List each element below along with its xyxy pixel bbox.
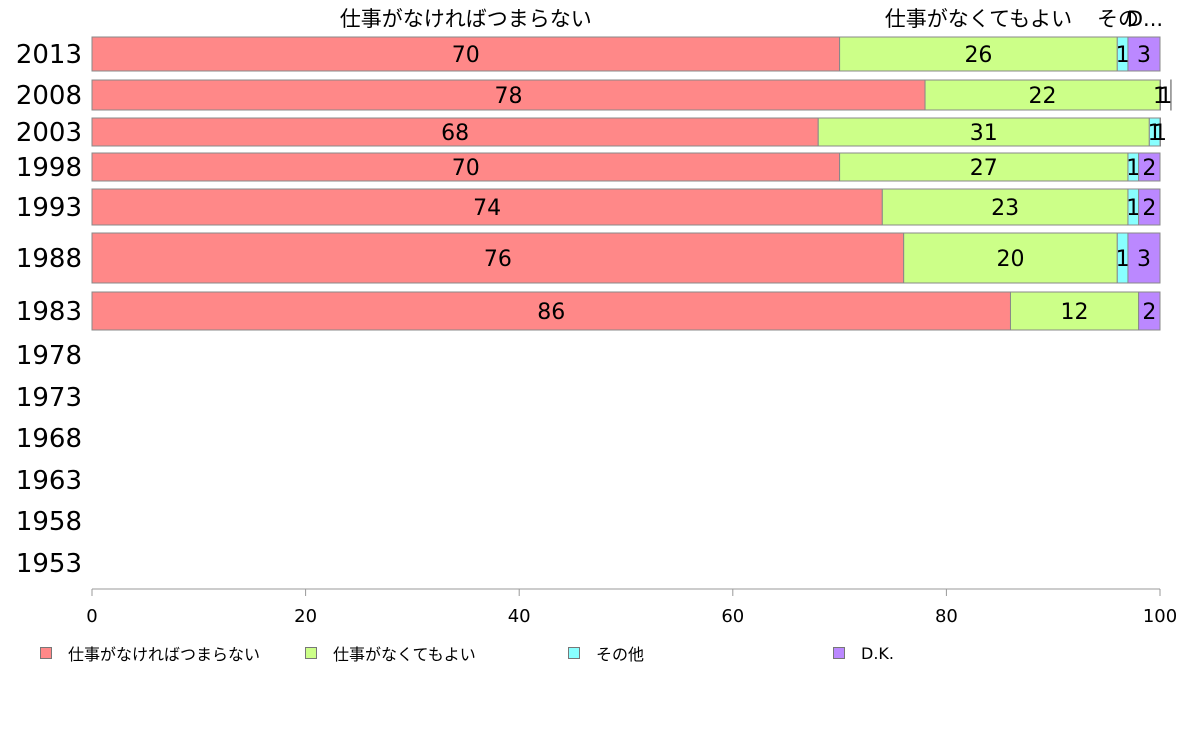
chart-svg: 2013200820031998199319881983197819731968… — [16, 7, 1177, 627]
data-label: 1 — [1116, 43, 1130, 68]
bar — [1127, 36, 1161, 72]
legend-item-2: その他 — [568, 642, 644, 664]
legend-swatch-2 — [568, 647, 580, 659]
legend-label-2: その他 — [596, 645, 645, 664]
legend-swatch-3 — [833, 647, 845, 659]
x-tick-label: 20 — [294, 606, 317, 627]
bar — [91, 36, 841, 72]
bar — [1170, 79, 1172, 111]
x-tick-label: 100 — [1143, 606, 1177, 627]
data-label: 1 — [1126, 156, 1140, 181]
data-label: 74 — [473, 196, 501, 221]
data-label: 2 — [1142, 300, 1156, 325]
data-label: 1 — [1153, 84, 1167, 109]
top-series-label: 仕事がなければつまらない — [340, 7, 592, 31]
data-label: 1 — [1116, 247, 1130, 272]
data-label: 27 — [970, 156, 998, 181]
bar — [1138, 291, 1161, 331]
data-label: 20 — [996, 247, 1024, 272]
data-label: 2 — [1142, 196, 1156, 221]
data-label: 3 — [1137, 43, 1151, 68]
bar — [924, 79, 1161, 111]
bar — [839, 36, 1118, 72]
category-label: 1998 — [16, 153, 82, 183]
category-label: 1973 — [16, 383, 82, 413]
data-label: 70 — [452, 156, 480, 181]
data-label: 1 — [1158, 84, 1172, 109]
data-label: 26 — [964, 43, 992, 68]
data-label: 1 — [1126, 196, 1140, 221]
data-label: 1 — [1148, 121, 1162, 146]
data-label: 1 — [1153, 121, 1167, 146]
legend-label-1: 仕事がなくてもよい — [333, 645, 476, 664]
x-tick-label: 40 — [508, 606, 531, 627]
legend-item-1: 仕事がなくてもよい — [305, 642, 476, 664]
legend-swatch-0 — [40, 647, 52, 659]
data-label: 31 — [970, 121, 998, 146]
category-label: 2008 — [16, 81, 82, 111]
legend-item-0: 仕事がなければつまらない — [40, 642, 260, 664]
category-label: 1978 — [16, 341, 82, 371]
bar — [91, 79, 926, 111]
category-label: 1983 — [16, 297, 82, 327]
bar — [91, 232, 905, 284]
bar — [1138, 188, 1161, 226]
bar — [91, 152, 841, 182]
data-label: 76 — [484, 247, 512, 272]
category-label: 1963 — [16, 466, 82, 496]
category-label: 1988 — [16, 244, 82, 274]
data-label: 70 — [452, 43, 480, 68]
legend: 仕事がなければつまらない 仕事がなくてもよい その他 D.K. — [0, 642, 1188, 666]
x-tick-label: 60 — [721, 606, 744, 627]
bar — [1127, 232, 1161, 284]
data-label: 22 — [1029, 84, 1057, 109]
top-series-label: 仕事がなくてもよい — [885, 7, 1072, 31]
legend-swatch-1 — [305, 647, 317, 659]
top-series-label: その — [1097, 7, 1139, 31]
bar — [1159, 117, 1161, 147]
x-tick-label: 0 — [86, 606, 97, 627]
category-label: 1958 — [16, 507, 82, 537]
bar — [881, 188, 1129, 226]
top-series-label: D... — [1127, 7, 1163, 31]
legend-label-0: 仕事がなければつまらない — [68, 645, 261, 664]
bar — [903, 232, 1118, 284]
data-label: 2 — [1142, 156, 1156, 181]
category-label: 1993 — [16, 193, 82, 223]
data-label: 86 — [537, 300, 565, 325]
bar — [1138, 152, 1161, 182]
data-label: 68 — [441, 121, 469, 146]
data-label: 78 — [495, 84, 523, 109]
bar — [839, 152, 1129, 182]
category-label: 1953 — [16, 549, 82, 579]
bar — [91, 188, 883, 226]
category-label: 2003 — [16, 118, 82, 148]
data-label: 23 — [991, 196, 1019, 221]
legend-label-3: D.K. — [861, 643, 894, 663]
x-tick-label: 80 — [935, 606, 958, 627]
category-label: 1968 — [16, 424, 82, 454]
legend-item-3: D.K. — [833, 642, 894, 664]
bar — [1009, 291, 1140, 331]
data-label: 3 — [1137, 247, 1151, 272]
data-label: 12 — [1061, 300, 1089, 325]
category-label: 2013 — [16, 40, 82, 70]
bar — [1159, 79, 1161, 111]
